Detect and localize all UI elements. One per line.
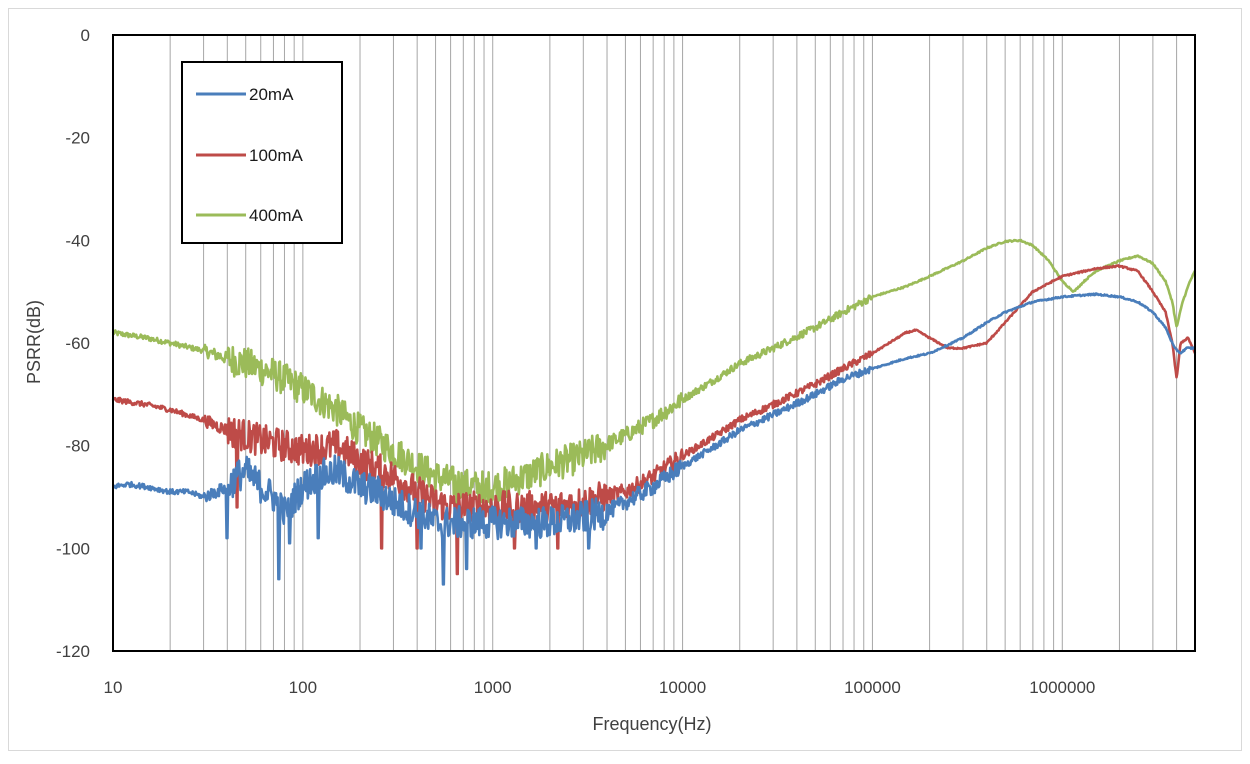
y-tick-label: -120 bbox=[56, 642, 90, 661]
series-line-20ma bbox=[112, 292, 1196, 586]
x-tick-label: 1000000 bbox=[1029, 678, 1095, 697]
x-tick-label: 10000 bbox=[659, 678, 706, 697]
y-axis-title: PSRR(dB) bbox=[24, 300, 44, 384]
legend: 20mA 100mA 400mA bbox=[181, 61, 343, 244]
y-tick-label: -20 bbox=[65, 129, 90, 148]
series-line-100ma bbox=[111, 264, 1197, 576]
plot-area-frame bbox=[112, 34, 1196, 652]
legend-label-100ma: 100mA bbox=[249, 146, 304, 165]
series-lines bbox=[111, 238, 1197, 586]
x-tick-label: 1000 bbox=[474, 678, 512, 697]
y-tick-label: -40 bbox=[65, 231, 90, 250]
y-tick-label: 0 bbox=[81, 26, 90, 45]
x-axis-title: Frequency(Hz) bbox=[592, 714, 711, 734]
x-tick-label: 10 bbox=[104, 678, 123, 697]
x-tick-labels: 10 100 1000 10000 100000 1000000 bbox=[104, 678, 1096, 697]
legend-label-20ma: 20mA bbox=[249, 85, 294, 104]
x-tick-label: 100 bbox=[289, 678, 317, 697]
series-line-400ma bbox=[111, 238, 1197, 509]
y-tick-labels: 0 -20 -40 -60 -80 -100 -120 bbox=[56, 26, 90, 661]
x-tick-label: 100000 bbox=[844, 678, 901, 697]
legend-box bbox=[181, 61, 343, 244]
legend-label-400ma: 400mA bbox=[249, 206, 304, 225]
y-tick-label: -60 bbox=[65, 334, 90, 353]
y-tick-label: -100 bbox=[56, 539, 90, 558]
y-tick-label: -80 bbox=[65, 437, 90, 456]
